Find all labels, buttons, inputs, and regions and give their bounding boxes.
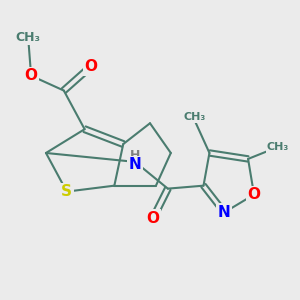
Text: N: N <box>218 205 231 220</box>
Text: CH₃: CH₃ <box>267 142 289 152</box>
Text: S: S <box>61 184 72 199</box>
Text: N: N <box>129 158 142 172</box>
Text: O: O <box>25 68 38 83</box>
Text: CH₃: CH₃ <box>184 112 206 122</box>
Text: O: O <box>248 187 260 202</box>
Text: H: H <box>130 149 140 162</box>
Text: CH₃: CH₃ <box>16 31 41 44</box>
Text: O: O <box>146 211 160 226</box>
Text: O: O <box>84 59 97 74</box>
